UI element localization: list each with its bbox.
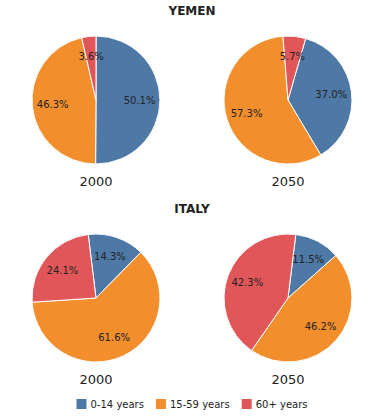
data-label: 14.3% [94, 251, 126, 262]
subtitle: 2000 [79, 372, 112, 387]
pie-slice [96, 36, 160, 164]
pie-slice [82, 36, 96, 100]
data-label: 46.3% [37, 99, 69, 110]
data-label: 24.1% [47, 265, 79, 276]
legend-label: 15-59 years [170, 399, 230, 410]
pie-slice [32, 234, 96, 302]
subtitle: 2000 [79, 174, 112, 189]
legend-item: 15-59 years [156, 399, 230, 410]
data-label: 50.1% [124, 95, 156, 106]
pie-slice [32, 252, 160, 362]
chart: YEMEN 50.1% 46.3% 3.6% 2000 37.0% 57.3% 5.7% 205… [0, 0, 384, 416]
title: YEMEN [167, 4, 215, 18]
legend-swatch [156, 399, 166, 409]
pie: 14.3% 61.6% 24.1% [32, 234, 160, 362]
data-label: 42.3% [231, 277, 263, 288]
data-label: 11.5% [292, 254, 324, 265]
pie-slice [224, 36, 321, 164]
subtitle: 2050 [271, 372, 304, 387]
legend-label: 0-14 years [91, 399, 144, 410]
data-label: 57.3% [231, 108, 263, 119]
legend-swatch [77, 399, 87, 409]
legend-label: 60+ years [256, 399, 308, 410]
pie: 11.5% 46.2% 42.3% [224, 234, 352, 362]
legend-item: 60+ years [242, 399, 308, 410]
subtitle: 2050 [271, 174, 304, 189]
legend-swatch [242, 399, 252, 409]
data-label: 3.6% [78, 51, 103, 62]
title: ITALY [174, 202, 210, 216]
data-label: 5.7% [280, 51, 305, 62]
pie: 37.0% 57.3% 5.7% [224, 36, 352, 164]
data-label: 61.6% [98, 332, 130, 343]
pie-slice [224, 234, 296, 351]
pie-slice [283, 36, 306, 100]
legend: 0-14 years 15-59 years 60+ years [77, 399, 308, 410]
pie: 50.1% 46.3% 3.6% [32, 36, 160, 164]
legend-item: 0-14 years [77, 399, 144, 410]
data-label: 46.2% [305, 321, 337, 332]
data-label: 37.0% [315, 89, 347, 100]
